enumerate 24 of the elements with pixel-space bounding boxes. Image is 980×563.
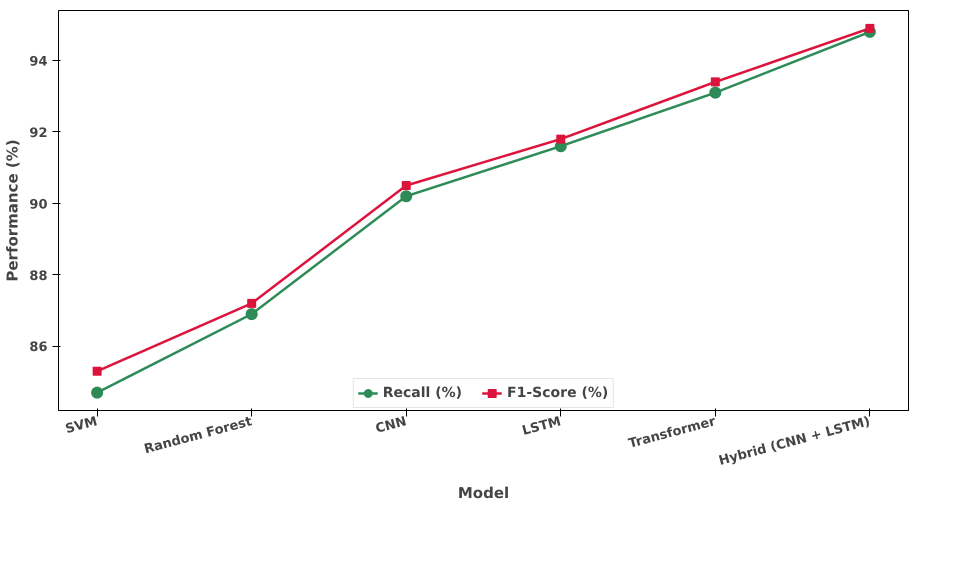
point <box>400 190 412 202</box>
y-tick-label: 86 <box>29 340 48 356</box>
y-tick-label: 94 <box>29 54 48 70</box>
y-tick-label: 92 <box>29 126 48 141</box>
x-tick-label: LSTM <box>520 414 563 439</box>
point <box>247 298 256 308</box>
legend-label: Recall (%) <box>382 385 462 401</box>
x-tick-label: Random Forest <box>142 414 254 458</box>
point <box>402 181 411 190</box>
x-tick-label: Hybrid (CNN + LSTM) <box>717 414 872 469</box>
point <box>710 77 720 86</box>
y-axis-title: Performance (%) <box>3 139 22 282</box>
y-tick-label: 90 <box>29 197 48 212</box>
point <box>92 366 102 376</box>
point <box>556 134 566 144</box>
x-tick-label: CNN <box>374 414 408 437</box>
x-tick-label: SVM <box>64 414 100 438</box>
legend-label: F1-Score (%) <box>507 385 608 401</box>
point <box>865 24 874 33</box>
point <box>709 86 722 99</box>
point <box>91 386 104 399</box>
x-axis-title: Model <box>458 484 510 502</box>
point <box>246 308 258 320</box>
y-tick-label: 88 <box>29 268 48 284</box>
